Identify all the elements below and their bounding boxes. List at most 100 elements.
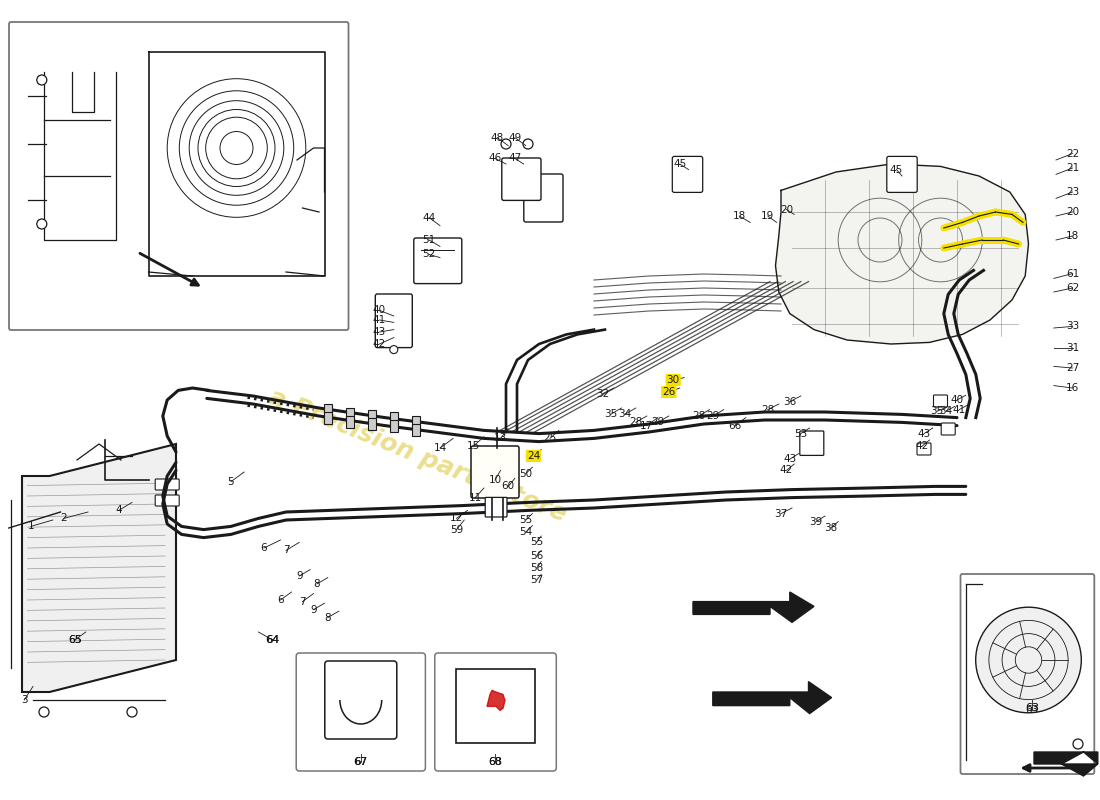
Text: 8: 8 [324, 613, 331, 622]
Text: 38: 38 [824, 523, 837, 533]
Text: 46: 46 [488, 154, 502, 163]
Text: 41: 41 [373, 315, 386, 325]
Text: 30: 30 [667, 375, 680, 385]
Polygon shape [1034, 752, 1098, 776]
Text: 9: 9 [296, 571, 303, 581]
Text: 17: 17 [640, 421, 653, 430]
Text: 58: 58 [530, 563, 543, 573]
Text: 1: 1 [28, 522, 34, 531]
Text: 40: 40 [373, 306, 386, 315]
FancyBboxPatch shape [345, 408, 354, 419]
Text: 32: 32 [596, 389, 609, 398]
Text: 48: 48 [491, 133, 504, 142]
Text: 50: 50 [519, 469, 532, 478]
Text: 34: 34 [939, 406, 953, 416]
Text: 40: 40 [950, 395, 964, 405]
Text: 28: 28 [692, 411, 705, 421]
Text: 64: 64 [266, 635, 279, 645]
Text: 7: 7 [299, 597, 306, 606]
FancyBboxPatch shape [389, 421, 398, 432]
Text: 2: 2 [60, 514, 67, 523]
FancyBboxPatch shape [942, 423, 955, 435]
Text: 55: 55 [519, 515, 532, 525]
Text: 64: 64 [266, 635, 279, 645]
Text: 60: 60 [502, 482, 515, 491]
Text: 12: 12 [450, 514, 463, 523]
Text: 22: 22 [1066, 149, 1079, 158]
Circle shape [389, 346, 398, 354]
FancyBboxPatch shape [323, 405, 332, 416]
Circle shape [522, 139, 534, 149]
Text: 35: 35 [931, 406, 944, 416]
FancyBboxPatch shape [345, 416, 354, 427]
Text: 52: 52 [422, 250, 436, 259]
Text: 9: 9 [310, 605, 317, 614]
FancyBboxPatch shape [960, 574, 1094, 774]
Text: 19: 19 [761, 211, 774, 221]
Text: 3: 3 [21, 695, 28, 705]
Circle shape [1072, 739, 1084, 749]
Text: 42: 42 [780, 466, 793, 475]
Text: 34: 34 [618, 410, 631, 419]
Circle shape [36, 75, 47, 85]
Text: 25: 25 [543, 434, 557, 443]
Text: 28: 28 [761, 405, 774, 414]
Text: 4: 4 [116, 506, 122, 515]
Text: 41: 41 [953, 405, 966, 414]
FancyBboxPatch shape [887, 157, 917, 192]
FancyBboxPatch shape [434, 653, 557, 771]
Text: 29: 29 [651, 418, 664, 427]
Text: 21: 21 [1066, 163, 1079, 173]
FancyBboxPatch shape [502, 158, 541, 200]
FancyBboxPatch shape [324, 661, 397, 739]
Polygon shape [22, 444, 176, 692]
FancyBboxPatch shape [411, 424, 420, 435]
FancyBboxPatch shape [485, 498, 507, 517]
Text: 27: 27 [1066, 363, 1079, 373]
Text: 15: 15 [466, 442, 480, 451]
Text: 33: 33 [1066, 322, 1079, 331]
Text: 6: 6 [277, 595, 284, 605]
Text: 23: 23 [1066, 187, 1079, 197]
Text: 42: 42 [915, 442, 928, 451]
Text: 59: 59 [450, 525, 463, 534]
Text: 36: 36 [783, 397, 796, 406]
Text: 66: 66 [728, 421, 741, 430]
Text: 31: 31 [1066, 343, 1079, 353]
FancyBboxPatch shape [323, 413, 332, 424]
Text: 65: 65 [68, 635, 81, 645]
Text: 37: 37 [774, 509, 788, 518]
Polygon shape [487, 690, 505, 710]
Circle shape [36, 219, 47, 229]
Text: 43: 43 [783, 454, 796, 464]
Polygon shape [713, 682, 832, 714]
Text: 10: 10 [488, 475, 502, 485]
Text: 20: 20 [780, 205, 793, 214]
Text: 28: 28 [629, 418, 642, 427]
Text: 42: 42 [373, 339, 386, 349]
Text: 5: 5 [228, 477, 234, 486]
Text: 44: 44 [422, 213, 436, 222]
Circle shape [39, 707, 50, 717]
Text: 56: 56 [530, 551, 543, 561]
Text: 7: 7 [283, 546, 289, 555]
Text: 49: 49 [508, 133, 521, 142]
Text: 61: 61 [1066, 269, 1079, 278]
Text: 16: 16 [1066, 383, 1079, 393]
Text: 68: 68 [488, 757, 502, 766]
FancyBboxPatch shape [672, 157, 703, 192]
FancyBboxPatch shape [414, 238, 462, 284]
Text: 67: 67 [354, 757, 367, 766]
FancyBboxPatch shape [155, 479, 179, 490]
Text: 45: 45 [890, 165, 903, 174]
Polygon shape [693, 592, 814, 622]
Text: 62: 62 [1066, 283, 1079, 293]
Circle shape [976, 607, 1081, 713]
FancyBboxPatch shape [455, 670, 535, 743]
Text: 13: 13 [494, 434, 507, 443]
FancyBboxPatch shape [367, 418, 376, 430]
FancyBboxPatch shape [367, 410, 376, 422]
Text: 65: 65 [68, 635, 81, 645]
Text: 68: 68 [488, 758, 502, 767]
Text: 20: 20 [1066, 207, 1079, 217]
